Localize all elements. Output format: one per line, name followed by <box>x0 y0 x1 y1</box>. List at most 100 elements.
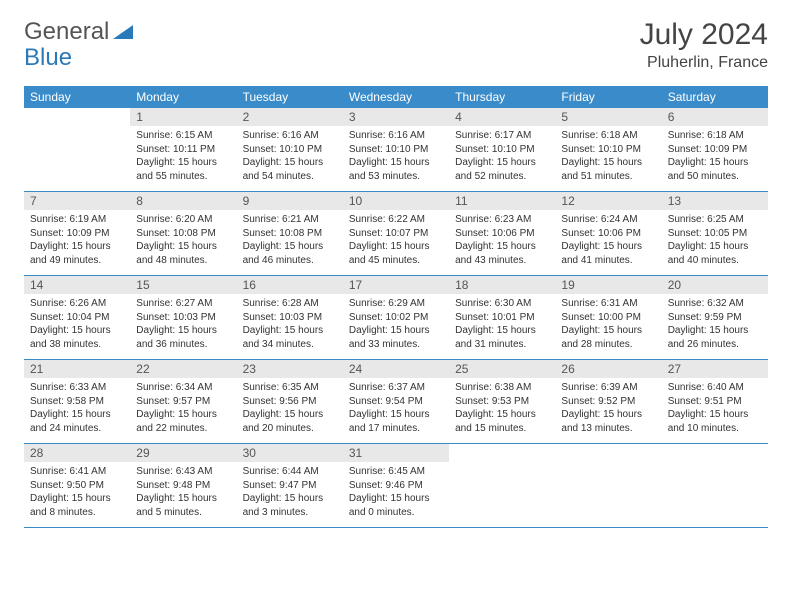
logo: General <box>24 18 135 46</box>
day-info: Sunrise: 6:25 AMSunset: 10:05 PMDaylight… <box>662 210 768 275</box>
sunrise-text: Sunrise: 6:31 AM <box>561 297 655 311</box>
day-cell <box>662 444 768 528</box>
day-number: 31 <box>343 444 449 462</box>
day-header: Tuesday <box>237 86 343 108</box>
day-info: Sunrise: 6:23 AMSunset: 10:06 PMDaylight… <box>449 210 555 275</box>
daylight-text: Daylight: 15 hours and 10 minutes. <box>668 408 762 435</box>
sunrise-text: Sunrise: 6:21 AM <box>243 213 337 227</box>
daylight-text: Daylight: 15 hours and 55 minutes. <box>136 156 230 183</box>
day-info: Sunrise: 6:41 AMSunset: 9:50 PMDaylight:… <box>24 462 130 527</box>
daylight-text: Daylight: 15 hours and 0 minutes. <box>349 492 443 519</box>
day-cell: 6Sunrise: 6:18 AMSunset: 10:09 PMDayligh… <box>662 108 768 192</box>
day-cell: 12Sunrise: 6:24 AMSunset: 10:06 PMDaylig… <box>555 192 661 276</box>
day-number: 7 <box>24 192 130 210</box>
day-header: Saturday <box>662 86 768 108</box>
day-number: 29 <box>130 444 236 462</box>
daylight-text: Daylight: 15 hours and 20 minutes. <box>243 408 337 435</box>
day-number: 12 <box>555 192 661 210</box>
sunset-text: Sunset: 10:08 PM <box>243 227 337 241</box>
day-cell: 1Sunrise: 6:15 AMSunset: 10:11 PMDayligh… <box>130 108 236 192</box>
page-header: General July 2024 Pluherlin, France <box>24 18 768 72</box>
sunrise-text: Sunrise: 6:44 AM <box>243 465 337 479</box>
day-cell: 24Sunrise: 6:37 AMSunset: 9:54 PMDayligh… <box>343 360 449 444</box>
day-cell: 21Sunrise: 6:33 AMSunset: 9:58 PMDayligh… <box>24 360 130 444</box>
sunset-text: Sunset: 10:10 PM <box>455 143 549 157</box>
day-cell: 26Sunrise: 6:39 AMSunset: 9:52 PMDayligh… <box>555 360 661 444</box>
sunset-text: Sunset: 9:51 PM <box>668 395 762 409</box>
day-info: Sunrise: 6:16 AMSunset: 10:10 PMDaylight… <box>343 126 449 191</box>
sunset-text: Sunset: 9:53 PM <box>455 395 549 409</box>
day-number: 1 <box>130 108 236 126</box>
day-number: 22 <box>130 360 236 378</box>
sunrise-text: Sunrise: 6:28 AM <box>243 297 337 311</box>
day-cell: 22Sunrise: 6:34 AMSunset: 9:57 PMDayligh… <box>130 360 236 444</box>
day-number: 2 <box>237 108 343 126</box>
day-info: Sunrise: 6:29 AMSunset: 10:02 PMDaylight… <box>343 294 449 359</box>
day-number: 10 <box>343 192 449 210</box>
sunrise-text: Sunrise: 6:33 AM <box>30 381 124 395</box>
sunset-text: Sunset: 9:57 PM <box>136 395 230 409</box>
sunset-text: Sunset: 9:59 PM <box>668 311 762 325</box>
day-number: 25 <box>449 360 555 378</box>
daylight-text: Daylight: 15 hours and 46 minutes. <box>243 240 337 267</box>
week-row: 7Sunrise: 6:19 AMSunset: 10:09 PMDayligh… <box>24 192 768 276</box>
day-info: Sunrise: 6:20 AMSunset: 10:08 PMDaylight… <box>130 210 236 275</box>
day-cell: 13Sunrise: 6:25 AMSunset: 10:05 PMDaylig… <box>662 192 768 276</box>
sunrise-text: Sunrise: 6:29 AM <box>349 297 443 311</box>
sunrise-text: Sunrise: 6:17 AM <box>455 129 549 143</box>
daylight-text: Daylight: 15 hours and 22 minutes. <box>136 408 230 435</box>
day-info: Sunrise: 6:27 AMSunset: 10:03 PMDaylight… <box>130 294 236 359</box>
day-info: Sunrise: 6:43 AMSunset: 9:48 PMDaylight:… <box>130 462 236 527</box>
day-cell: 14Sunrise: 6:26 AMSunset: 10:04 PMDaylig… <box>24 276 130 360</box>
sunrise-text: Sunrise: 6:41 AM <box>30 465 124 479</box>
daylight-text: Daylight: 15 hours and 48 minutes. <box>136 240 230 267</box>
day-cell: 11Sunrise: 6:23 AMSunset: 10:06 PMDaylig… <box>449 192 555 276</box>
sunset-text: Sunset: 10:06 PM <box>561 227 655 241</box>
day-number: 26 <box>555 360 661 378</box>
day-header: Thursday <box>449 86 555 108</box>
title-block: July 2024 Pluherlin, France <box>640 18 768 72</box>
day-header: Friday <box>555 86 661 108</box>
sunrise-text: Sunrise: 6:18 AM <box>561 129 655 143</box>
daylight-text: Daylight: 15 hours and 34 minutes. <box>243 324 337 351</box>
day-cell: 10Sunrise: 6:22 AMSunset: 10:07 PMDaylig… <box>343 192 449 276</box>
day-cell <box>24 108 130 192</box>
daylight-text: Daylight: 15 hours and 26 minutes. <box>668 324 762 351</box>
daylight-text: Daylight: 15 hours and 8 minutes. <box>30 492 124 519</box>
sunset-text: Sunset: 10:03 PM <box>136 311 230 325</box>
week-row: 28Sunrise: 6:41 AMSunset: 9:50 PMDayligh… <box>24 444 768 528</box>
sunset-text: Sunset: 10:04 PM <box>30 311 124 325</box>
sunrise-text: Sunrise: 6:16 AM <box>349 129 443 143</box>
sunrise-text: Sunrise: 6:24 AM <box>561 213 655 227</box>
day-number <box>24 108 130 112</box>
daylight-text: Daylight: 15 hours and 54 minutes. <box>243 156 337 183</box>
day-info: Sunrise: 6:24 AMSunset: 10:06 PMDaylight… <box>555 210 661 275</box>
sunrise-text: Sunrise: 6:40 AM <box>668 381 762 395</box>
sunset-text: Sunset: 10:10 PM <box>349 143 443 157</box>
day-cell: 25Sunrise: 6:38 AMSunset: 9:53 PMDayligh… <box>449 360 555 444</box>
day-header-row: Sunday Monday Tuesday Wednesday Thursday… <box>24 86 768 108</box>
day-header: Monday <box>130 86 236 108</box>
day-number: 17 <box>343 276 449 294</box>
day-number: 21 <box>24 360 130 378</box>
sunrise-text: Sunrise: 6:43 AM <box>136 465 230 479</box>
daylight-text: Daylight: 15 hours and 5 minutes. <box>136 492 230 519</box>
day-info: Sunrise: 6:15 AMSunset: 10:11 PMDaylight… <box>130 126 236 191</box>
day-info: Sunrise: 6:35 AMSunset: 9:56 PMDaylight:… <box>237 378 343 443</box>
day-info: Sunrise: 6:18 AMSunset: 10:09 PMDaylight… <box>662 126 768 191</box>
day-number: 20 <box>662 276 768 294</box>
sunset-text: Sunset: 9:54 PM <box>349 395 443 409</box>
day-cell: 16Sunrise: 6:28 AMSunset: 10:03 PMDaylig… <box>237 276 343 360</box>
sunset-text: Sunset: 10:11 PM <box>136 143 230 157</box>
daylight-text: Daylight: 15 hours and 50 minutes. <box>668 156 762 183</box>
sunset-text: Sunset: 10:05 PM <box>668 227 762 241</box>
daylight-text: Daylight: 15 hours and 36 minutes. <box>136 324 230 351</box>
day-info: Sunrise: 6:34 AMSunset: 9:57 PMDaylight:… <box>130 378 236 443</box>
sunset-text: Sunset: 10:10 PM <box>243 143 337 157</box>
daylight-text: Daylight: 15 hours and 24 minutes. <box>30 408 124 435</box>
day-cell: 28Sunrise: 6:41 AMSunset: 9:50 PMDayligh… <box>24 444 130 528</box>
day-cell: 19Sunrise: 6:31 AMSunset: 10:00 PMDaylig… <box>555 276 661 360</box>
day-cell: 3Sunrise: 6:16 AMSunset: 10:10 PMDayligh… <box>343 108 449 192</box>
week-row: 14Sunrise: 6:26 AMSunset: 10:04 PMDaylig… <box>24 276 768 360</box>
day-info: Sunrise: 6:39 AMSunset: 9:52 PMDaylight:… <box>555 378 661 443</box>
